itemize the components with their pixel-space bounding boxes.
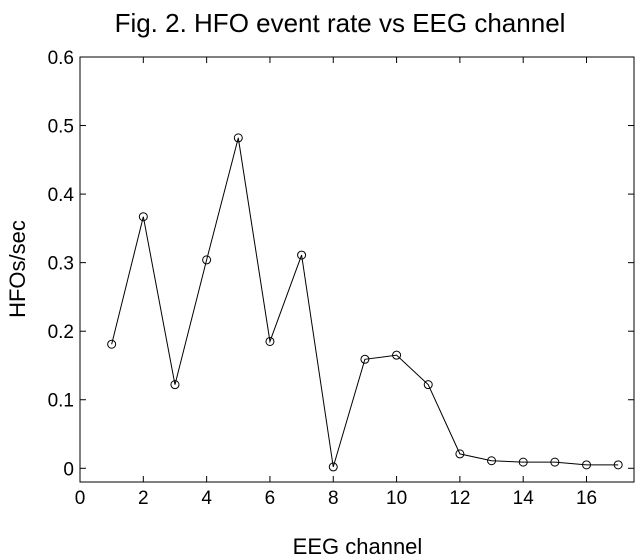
y-tick-label: 0.1 xyxy=(48,391,74,412)
y-tick-label: 0.2 xyxy=(48,322,74,343)
data-point xyxy=(170,380,180,390)
x-tick-label: 16 xyxy=(576,488,597,509)
data-point xyxy=(392,350,402,360)
x-tick-label: 2 xyxy=(138,488,149,509)
x-axis-label: EEG channel xyxy=(292,534,423,559)
data-point xyxy=(613,460,623,470)
data-point xyxy=(360,354,370,364)
data-point xyxy=(138,212,148,222)
x-tick-label: 6 xyxy=(265,488,276,509)
data-point xyxy=(455,449,465,459)
data-point xyxy=(423,380,433,390)
data-point xyxy=(518,457,528,467)
data-point xyxy=(297,250,307,260)
y-tick-label: 0.5 xyxy=(48,117,74,138)
data-point xyxy=(233,133,243,143)
data-point xyxy=(487,456,497,466)
x-tick-label: 14 xyxy=(513,488,535,509)
x-tick-label: 0 xyxy=(75,488,86,509)
x-tick-label: 8 xyxy=(328,488,339,509)
y-tick-label: 0.4 xyxy=(48,185,75,206)
x-tick-label: 10 xyxy=(386,488,407,509)
x-tick-label: 4 xyxy=(201,488,212,509)
y-tick-label: 0.6 xyxy=(48,48,74,69)
data-point xyxy=(265,336,275,346)
y-tick-label: 0.3 xyxy=(48,254,74,275)
x-tick-label: 12 xyxy=(449,488,470,509)
y-tick-label: 0 xyxy=(63,459,74,480)
data-point xyxy=(107,339,117,349)
axes-box xyxy=(79,56,635,483)
data-point xyxy=(328,462,338,472)
data-point xyxy=(202,255,212,265)
data-point xyxy=(550,457,560,467)
chart-title: Fig. 2. HFO event rate vs EEG channel xyxy=(114,8,566,38)
data-point xyxy=(582,460,592,470)
series-line xyxy=(111,137,619,468)
